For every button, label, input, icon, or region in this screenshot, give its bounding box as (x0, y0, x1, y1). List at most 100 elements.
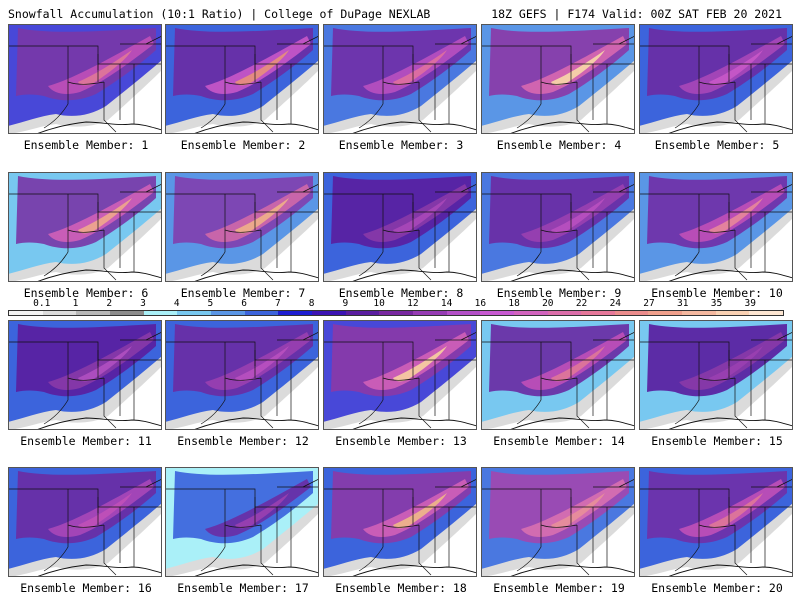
colorbar-swatch (143, 311, 178, 315)
snow-band-heavy (48, 184, 154, 242)
colorbar-swatch (480, 311, 514, 315)
ensemble-panel (639, 24, 793, 134)
snowfall-map (481, 24, 635, 134)
colorbar-swatch (210, 311, 245, 315)
state-borders (165, 35, 319, 134)
state-borders (323, 183, 477, 282)
colorbar-swatch (9, 311, 43, 315)
colorbar-tick-label: 24 (609, 298, 622, 309)
snow-peak-streak (78, 493, 132, 529)
ensemble-member-label: Ensemble Member: 2 (180, 138, 306, 152)
snow-peak-streak (393, 50, 447, 86)
colorbar-tick-label: 14 (440, 298, 453, 309)
snowfall-map (639, 24, 793, 134)
snow-peak-streak (393, 493, 447, 529)
snowfall-map (323, 320, 477, 430)
state-borders (481, 331, 635, 430)
colorbar-swatch (446, 311, 481, 315)
ensemble-panel (323, 172, 477, 282)
colorbar-tick-label: 22 (575, 298, 588, 309)
state-borders (165, 331, 319, 430)
snow-peak-streak (551, 198, 605, 234)
snow-band-heavy (521, 36, 627, 94)
snowfall-map (639, 467, 793, 577)
ensemble-member-label: Ensemble Member: 15 (651, 434, 783, 448)
snowfall-map (323, 24, 477, 134)
snowfall-map (8, 24, 162, 134)
snow-peak-streak (235, 50, 289, 86)
snow-band-heavy (205, 479, 311, 537)
ensemble-member-label: Ensemble Member: 11 (20, 434, 152, 448)
snow-peak-streak (393, 198, 447, 234)
snowfall-map (165, 172, 319, 282)
colorbar-swatches (8, 310, 784, 316)
snowfall-map (481, 172, 635, 282)
snow-band-heavy (679, 332, 785, 390)
colorbar-tick-label: 16 (474, 298, 487, 309)
snow-peak-streak (551, 346, 605, 382)
ensemble-member-label: Ensemble Member: 6 (23, 286, 149, 300)
ensemble-member-label: Ensemble Member: 5 (654, 138, 780, 152)
snow-peak-streak (235, 198, 289, 234)
ensemble-member-label: Ensemble Member: 7 (180, 286, 306, 300)
snow-peak-streak (78, 346, 132, 382)
colorbar-swatch (715, 311, 750, 315)
colorbar-tick-label: 3 (140, 298, 146, 309)
state-borders (323, 331, 477, 430)
ensemble-panel (323, 320, 477, 430)
snow-peak-streak (551, 50, 605, 86)
ensemble-member-label: Ensemble Member: 4 (496, 138, 622, 152)
snow-band-heavy (363, 36, 469, 94)
snow-band-heavy (48, 479, 154, 537)
ensemble-panel (165, 172, 319, 282)
colorbar-swatch (244, 311, 279, 315)
colorbar-swatch (379, 311, 413, 315)
colorbar-swatch (513, 311, 548, 315)
ensemble-panel (639, 467, 793, 577)
state-borders (323, 478, 477, 577)
ensemble-member-label: Ensemble Member: 16 (20, 581, 152, 595)
snow-band-heavy (48, 36, 154, 94)
ensemble-panel (639, 172, 793, 282)
ensemble-panel (8, 320, 162, 430)
colorbar-tick-label: 2 (106, 298, 113, 309)
colorbar-tick-label: 4 (173, 298, 180, 309)
snow-band-heavy (363, 184, 469, 242)
snowfall-map (323, 172, 477, 282)
colorbar-tick-label: 1 (72, 298, 79, 309)
snowfall-map (639, 320, 793, 430)
ensemble-panel (8, 24, 162, 134)
colorbar-tick-label: 7 (275, 298, 281, 309)
state-borders (639, 183, 793, 282)
snowfall-map (481, 320, 635, 430)
snow-band-heavy (679, 184, 785, 242)
snowfall-map (481, 467, 635, 577)
snow-band-heavy (679, 479, 785, 537)
colorbar-legend: 0.1 1 2 3 4 5 6 7 8 9 10 12 14 16 18 20 22 24 27 31 35 39 (8, 298, 784, 318)
colorbar-tick-label: 27 (643, 298, 655, 309)
ensemble-member-label: Ensemble Member: 10 (651, 286, 783, 300)
colorbar-tick-label: 10 (373, 298, 385, 309)
ensemble-member-label: Ensemble Member: 3 (338, 138, 464, 152)
colorbar-tick-label: 9 (342, 298, 349, 309)
snow-peak-streak (709, 198, 763, 234)
snow-band-heavy (521, 184, 627, 242)
ensemble-member-label: Ensemble Member: 12 (177, 434, 309, 448)
snow-peak-streak (709, 346, 763, 382)
colorbar-swatch (278, 311, 312, 315)
ensemble-member-label: Ensemble Member: 1 (23, 138, 149, 152)
snow-peak-streak (235, 346, 289, 382)
colorbar-tick-label: 31 (677, 298, 689, 309)
snowfall-map (8, 320, 162, 430)
ensemble-panel (8, 172, 162, 282)
colorbar-swatch (547, 311, 582, 315)
state-borders (639, 331, 793, 430)
colorbar-swatch (42, 311, 77, 315)
ensemble-panel (481, 467, 635, 577)
ensemble-panel (165, 24, 319, 134)
colorbar-swatch (614, 311, 649, 315)
ensemble-member-label: Ensemble Member: 14 (493, 434, 625, 448)
state-borders (481, 478, 635, 577)
colorbar-tick-label: 39 (744, 298, 756, 309)
ensemble-member-label: Ensemble Member: 17 (177, 581, 309, 595)
